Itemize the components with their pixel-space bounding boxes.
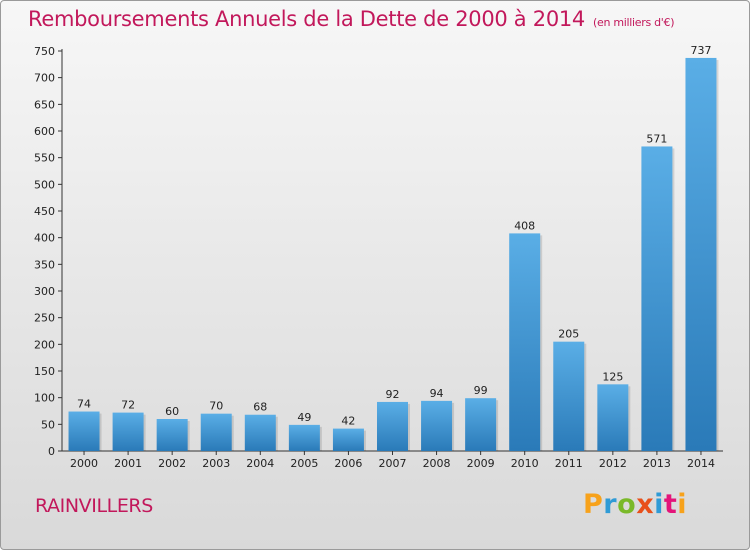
y-tick-label: 550	[34, 152, 55, 165]
data-label: 571	[646, 132, 667, 145]
y-tick-label: 650	[34, 98, 55, 111]
y-tick-label: 200	[34, 338, 55, 351]
bar	[156, 419, 188, 451]
bar	[509, 233, 541, 451]
x-tick-label: 2005	[290, 457, 318, 470]
y-tick-label: 150	[34, 365, 55, 378]
y-tick-label: 350	[34, 258, 55, 271]
y-tick-label: 0	[48, 445, 55, 458]
y-tick-label: 250	[34, 312, 55, 325]
data-label: 408	[514, 219, 535, 232]
y-tick-label: 700	[34, 72, 55, 85]
data-label: 737	[690, 44, 711, 57]
bar	[377, 401, 408, 451]
chart-title-text: Remboursements Annuels de la Dette de 20…	[28, 7, 585, 31]
data-label: 125	[602, 370, 623, 383]
bar	[244, 414, 276, 451]
bar	[332, 428, 364, 451]
y-tick-label: 500	[34, 178, 55, 191]
y-tick-label: 400	[34, 232, 55, 245]
data-label: 42	[341, 415, 355, 428]
y-tick-label: 600	[34, 125, 55, 138]
x-tick-label: 2010	[511, 457, 539, 470]
y-tick-label: 50	[41, 418, 55, 431]
data-label: 99	[474, 384, 488, 397]
bar	[68, 411, 100, 451]
y-tick-label: 100	[34, 392, 55, 405]
bar	[597, 384, 629, 451]
x-tick-label: 2008	[423, 457, 451, 470]
x-tick-label: 2013	[643, 457, 671, 470]
y-tick-label: 750	[34, 45, 55, 58]
x-tick-label: 2014	[687, 457, 715, 470]
x-tick-label: 2001	[114, 457, 142, 470]
data-label: 60	[165, 405, 179, 418]
bar	[553, 341, 585, 451]
data-label: 74	[77, 398, 91, 411]
data-label: 72	[121, 399, 135, 412]
bar	[288, 424, 320, 451]
y-tick-label: 300	[34, 285, 55, 298]
x-tick-label: 2012	[599, 457, 627, 470]
y-tick-label: 450	[34, 205, 55, 218]
data-label: 49	[297, 411, 311, 424]
chart-title: Remboursements Annuels de la Dette de 20…	[28, 7, 674, 31]
data-label: 205	[558, 328, 579, 341]
bar	[421, 400, 453, 451]
data-label: 68	[253, 401, 267, 414]
x-tick-label: 2011	[555, 457, 583, 470]
unit-note: (en milliers d'€)	[593, 16, 675, 29]
x-tick-label: 2002	[158, 457, 186, 470]
bar	[465, 398, 497, 451]
x-tick-label: 2003	[202, 457, 230, 470]
x-tick-label: 2007	[379, 457, 407, 470]
bar	[685, 57, 717, 451]
data-label: 92	[386, 388, 400, 401]
x-tick-label: 2006	[334, 457, 362, 470]
x-tick-label: 2004	[246, 457, 274, 470]
bar	[112, 412, 144, 451]
x-tick-label: 2000	[70, 457, 98, 470]
data-label: 94	[430, 387, 444, 400]
proxiti-logo: Proxiti	[583, 489, 688, 520]
x-tick-label: 2009	[467, 457, 495, 470]
bar	[641, 146, 673, 451]
commune-name: RAINVILLERS	[35, 495, 153, 517]
bar	[200, 413, 232, 451]
data-label: 70	[209, 400, 223, 413]
